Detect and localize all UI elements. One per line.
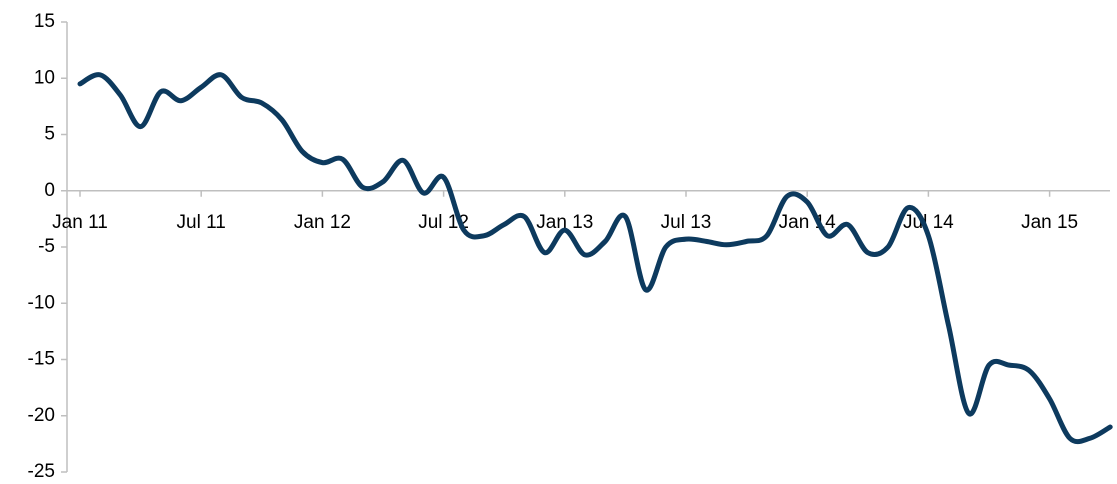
y-tick-label: -25 bbox=[28, 461, 55, 482]
x-tick-label: Jul 13 bbox=[661, 212, 712, 233]
y-tick-label: -15 bbox=[28, 349, 55, 370]
x-tick-label: Jan 13 bbox=[536, 212, 593, 233]
y-tick-label: -5 bbox=[38, 236, 55, 257]
x-tick-label: Jan 14 bbox=[779, 212, 836, 233]
line bbox=[77, 72, 1113, 445]
y-tick-label: 5 bbox=[44, 124, 55, 145]
y-tick-label: -10 bbox=[28, 292, 55, 313]
x-tick-label: Jul 11 bbox=[177, 212, 226, 233]
x-tick-label: Jan 12 bbox=[294, 212, 351, 233]
x-tick-label: Jul 14 bbox=[903, 212, 954, 233]
x-tick-label: Jan 15 bbox=[1021, 212, 1078, 233]
y-tick-label: -20 bbox=[28, 405, 55, 426]
y-tick-label: 15 bbox=[34, 11, 55, 32]
y-tick-label: 0 bbox=[44, 180, 55, 201]
y-tick-label: 10 bbox=[34, 67, 55, 88]
x-tick-label: Jan 11 bbox=[52, 212, 108, 233]
